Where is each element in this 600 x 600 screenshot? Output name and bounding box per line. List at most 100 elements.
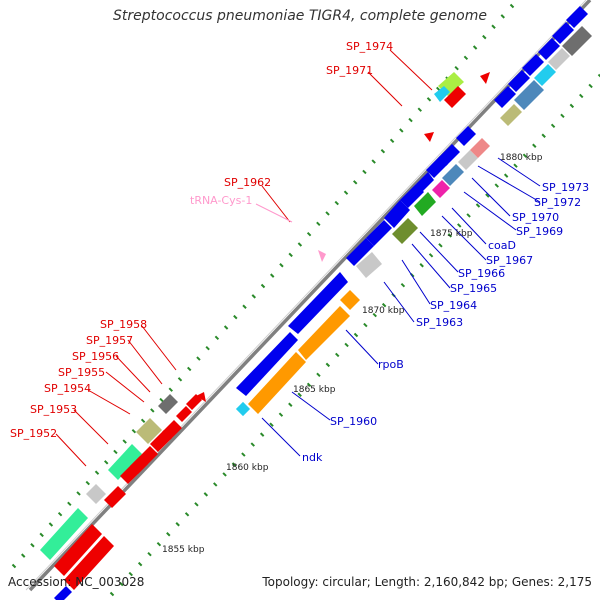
tick-mark bbox=[428, 253, 434, 258]
label-sp1963: SP_1963 bbox=[416, 316, 463, 329]
gene-orange-3 bbox=[340, 290, 360, 310]
tick-mark bbox=[597, 73, 600, 78]
tick-mark-outer bbox=[371, 159, 376, 164]
tick-mark bbox=[128, 571, 133, 577]
tick-mark-outer bbox=[223, 325, 229, 330]
gene-red-1 bbox=[54, 524, 102, 576]
tick-mark bbox=[522, 153, 528, 158]
tick-mark-outer bbox=[463, 55, 469, 61]
tick-mark bbox=[119, 581, 124, 587]
gene-orange-2 bbox=[298, 306, 350, 360]
tick-mark-outer bbox=[131, 428, 137, 434]
label-sp1954: SP_1954 bbox=[44, 382, 91, 395]
gene-red-8 bbox=[176, 406, 192, 422]
tick-mark-outer bbox=[11, 563, 17, 569]
tick-label-1875: 1875 kbp bbox=[430, 229, 473, 239]
tick-mark-outer bbox=[482, 34, 487, 40]
tick-mark-outer bbox=[362, 169, 367, 175]
gene-olive bbox=[392, 218, 418, 244]
gene-red-10 bbox=[196, 392, 206, 402]
map-title: Streptococcus pneumoniae TIGR4, complete… bbox=[113, 8, 487, 24]
gene-grey-2 bbox=[458, 150, 478, 170]
tick-mark bbox=[222, 472, 227, 477]
label-sp1965: SP_1965 bbox=[450, 282, 497, 295]
tick-mark-outer bbox=[251, 294, 256, 299]
kbp-labels: 1855 kbp 1860 kbp 1865 kbp 1870 kbp 1875… bbox=[162, 153, 543, 555]
label-sp1966: SP_1966 bbox=[458, 267, 505, 280]
gene-red-11 bbox=[444, 86, 466, 108]
tick-mark bbox=[269, 422, 274, 427]
tick-mark bbox=[325, 362, 331, 368]
label-sp1957: SP_1957 bbox=[86, 334, 133, 347]
gene-khaki-2 bbox=[136, 418, 162, 444]
tick-mark-outer bbox=[67, 501, 72, 506]
tick-mark-outer bbox=[509, 3, 515, 9]
label-sp1973: SP_1973 bbox=[542, 181, 589, 194]
tick-mark bbox=[541, 133, 546, 138]
label-sp1971: SP_1971 bbox=[326, 64, 373, 77]
tick-mark-outer bbox=[168, 387, 173, 392]
tick-mark-outer bbox=[454, 66, 459, 71]
gene-grey-4 bbox=[86, 484, 106, 504]
gene-red-3 bbox=[104, 486, 126, 508]
tick-mark bbox=[485, 193, 490, 198]
tick-mark bbox=[588, 83, 593, 89]
tick-marks bbox=[109, 73, 600, 597]
tick-mark-outer bbox=[417, 107, 422, 112]
tick-mark-outer bbox=[316, 221, 321, 226]
tick-mark bbox=[250, 442, 255, 447]
gene-green-1 bbox=[414, 192, 436, 216]
tick-mark-outer bbox=[76, 491, 81, 496]
tick-mark-outer bbox=[399, 128, 404, 133]
tick-mark-outer bbox=[426, 97, 432, 102]
tick-mark bbox=[241, 452, 246, 457]
tick-mark bbox=[457, 223, 462, 228]
gene-grey-1 bbox=[356, 252, 382, 278]
tick-mark bbox=[513, 163, 518, 168]
tick-mark-outer bbox=[214, 335, 220, 341]
tick-mark bbox=[419, 263, 424, 268]
gene-cyan-3 bbox=[434, 86, 450, 102]
accession-text: Accession: NC_003028 bbox=[8, 575, 145, 589]
tick-mark-outer bbox=[39, 532, 44, 538]
tick-mark bbox=[306, 382, 312, 388]
label-sp1974: SP_1974 bbox=[346, 40, 393, 53]
tick-mark-outer bbox=[334, 200, 339, 206]
rna-labels: tRNA-Cys-1 bbox=[190, 194, 252, 207]
tick-label-1860: 1860 kbp bbox=[226, 463, 269, 473]
summary-text: Topology: circular; Length: 2,160,842 bp… bbox=[262, 575, 592, 589]
label-sp1960: SP_1960 bbox=[330, 415, 377, 428]
label-sp1956: SP_1956 bbox=[72, 350, 119, 363]
forward-genes bbox=[54, 6, 592, 600]
tick-mark bbox=[137, 561, 143, 567]
tick-mark-outer bbox=[242, 304, 247, 309]
tick-mark bbox=[156, 541, 162, 547]
tick-mark bbox=[466, 213, 471, 218]
gene-rpoc-arrow bbox=[288, 272, 348, 334]
label-sp1962: SP_1962 bbox=[224, 176, 271, 189]
tick-mark bbox=[231, 462, 237, 467]
tick-mark bbox=[494, 183, 499, 188]
tick-mark bbox=[438, 243, 443, 248]
tick-mark-outer bbox=[306, 231, 312, 237]
label-sp1953: SP_1953 bbox=[30, 403, 77, 416]
tick-mark-outer bbox=[150, 408, 155, 413]
gene-mint-1 bbox=[40, 508, 88, 560]
tick-label-1855: 1855 kbp bbox=[162, 545, 205, 555]
tick-mark-outer bbox=[389, 138, 395, 144]
tick-mark-outer bbox=[325, 211, 330, 216]
tick-mark-outer bbox=[113, 449, 118, 455]
gene-darkgrey bbox=[562, 26, 592, 56]
tick-mark-outer bbox=[48, 522, 54, 527]
gene-magenta bbox=[432, 180, 450, 198]
tick-mark-outer bbox=[288, 252, 293, 258]
tick-mark bbox=[278, 412, 284, 417]
tick-mark bbox=[400, 282, 406, 288]
tick-label-1880: 1880 kbp bbox=[500, 153, 543, 163]
reverse-genes bbox=[40, 72, 490, 590]
gene-red-12 bbox=[480, 72, 490, 84]
tick-mark-outer bbox=[177, 377, 183, 382]
tick-mark bbox=[550, 123, 556, 129]
tick-mark-outer bbox=[85, 480, 90, 486]
tick-mark-outer bbox=[260, 283, 266, 289]
